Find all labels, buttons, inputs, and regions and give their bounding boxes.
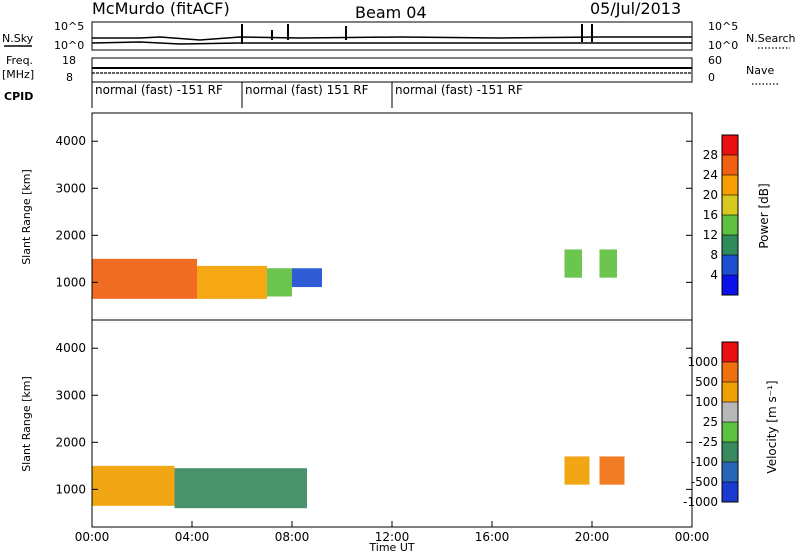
heat-region [197,265,267,299]
heat-region [267,268,292,297]
heat-region [292,268,322,288]
nave-label: Nave [746,64,774,77]
nave-tick-top: 60 [708,54,722,67]
colorbar-tick-label: 100 [695,395,718,409]
velocity-colorbar-label: Velocity [m s⁻¹] [765,380,779,473]
noise-left-tick-top: 10^5 [54,20,84,33]
power-y-ticks: 1000 2000 3000 4000 [55,134,692,289]
colorbar-segment [722,255,738,275]
heat-region [564,249,582,278]
noise-search-label: N.Search [746,32,796,45]
colorbar-segment [722,275,738,295]
colorbar-segment [722,362,738,382]
power-ylabel: Slant Range [km] [20,169,33,265]
time-tick-label: 00:00 [75,530,110,544]
heat-region [92,465,175,506]
cpid-segment-label: normal (fast) -151 RF [95,83,223,97]
power-colorbar: 4 8 12 16 20 24 28 [703,134,739,296]
colorbar-segment [722,135,738,155]
noise-search-trace [91,41,692,45]
freq-tick-bottom: 8 [66,71,73,84]
time-tick-label: 12:00 [375,530,410,544]
time-tick-label: 08:00 [275,530,310,544]
colorbar-segment [722,402,738,422]
colorbar-segment [722,215,738,235]
velocity-heatmap [92,456,625,509]
date-title: 05/Jul/2013 [590,0,681,18]
y-tick-label: 1000 [55,275,86,289]
time-tick-label: 00:00 [675,530,710,544]
colorbar-tick-label: 16 [703,208,718,222]
cpid-segments: normal (fast) -151 RF normal (fast) 151 R… [91,82,523,108]
noise-spikes [241,24,593,44]
colorbar-segment [722,482,738,502]
colorbar-tick-label: -25 [698,435,718,449]
colorbar-segment [722,382,738,402]
noise-right-tick-bottom: 10^0 [708,39,738,52]
y-tick-label: 2000 [55,435,86,449]
colorbar-tick-label: 1000 [687,355,718,369]
time-tick-label: 04:00 [175,530,210,544]
colorbar-tick-label: 4 [710,268,718,282]
velocity-ylabel: Slant Range [km] [20,376,33,472]
time-axis-ticks: 00:00 04:00 08:00 12:00 16:00 20:00 00:00 [75,521,710,544]
beam-title: Beam 04 [355,3,427,22]
noise-left-tick-bottom: 10^0 [54,39,84,52]
time-tick-label: 16:00 [475,530,510,544]
cpid-label: CPID [4,90,33,103]
power-heatmap [92,249,617,299]
colorbar-tick-label: 500 [695,375,718,389]
velocity-colorbar: 1000 500 100 25 -25 -100 -500 -1000 [683,341,739,509]
colorbar-tick-label: 25 [703,415,718,429]
colorbar-tick-label: 8 [710,248,718,262]
time-tick-label: 20:00 [575,530,610,544]
velocity-y-ticks: 1000 2000 3000 4000 [55,341,692,496]
freq-tick-top: 18 [62,54,76,67]
freq-panel-frame [91,57,693,83]
noise-sky-trace [92,36,692,41]
colorbar-tick-label: 28 [703,148,718,162]
y-tick-label: 4000 [55,341,86,355]
station-title: McMurdo (fitACF) [92,0,230,18]
time-axis-label: Time UT [368,541,414,554]
colorbar-tick-label: -500 [691,475,718,489]
heat-region [599,249,617,278]
y-tick-label: 1000 [55,482,86,496]
colorbar-segment [722,462,738,482]
freq-label-line2: [MHz] [2,68,34,81]
colorbar-tick-label: -1000 [683,495,718,509]
colorbar-tick-label: -100 [691,455,718,469]
nave-tick-bottom: 0 [708,71,715,84]
y-tick-label: 4000 [55,134,86,148]
heat-region [564,456,590,485]
colorbar-segment [722,175,738,195]
colorbar-segment [722,195,738,215]
noise-sky-label: N.Sky [2,32,34,45]
colorbar-segment [722,442,738,462]
heat-region [92,258,197,299]
y-tick-label: 3000 [55,181,86,195]
power-colorbar-label: Power [dB] [757,183,771,248]
colorbar-tick-label: 24 [703,168,718,182]
colorbar-segment [722,422,738,442]
colorbar-tick-label: 20 [703,188,718,202]
cpid-segment-label: normal (fast) -151 RF [395,83,523,97]
freq-label-line1: Freq. [6,54,33,67]
colorbar-segment [722,342,738,362]
colorbar-tick-label: 12 [703,228,718,242]
y-tick-label: 2000 [55,228,86,242]
noise-panel-frame [91,21,693,51]
heat-region [174,468,307,509]
colorbar-segment [722,155,738,175]
cpid-segment-label: normal (fast) 151 RF [245,83,369,97]
noise-right-tick-top: 10^5 [708,20,738,33]
heat-region [599,456,625,485]
colorbar-segment [722,235,738,255]
y-tick-label: 3000 [55,388,86,402]
